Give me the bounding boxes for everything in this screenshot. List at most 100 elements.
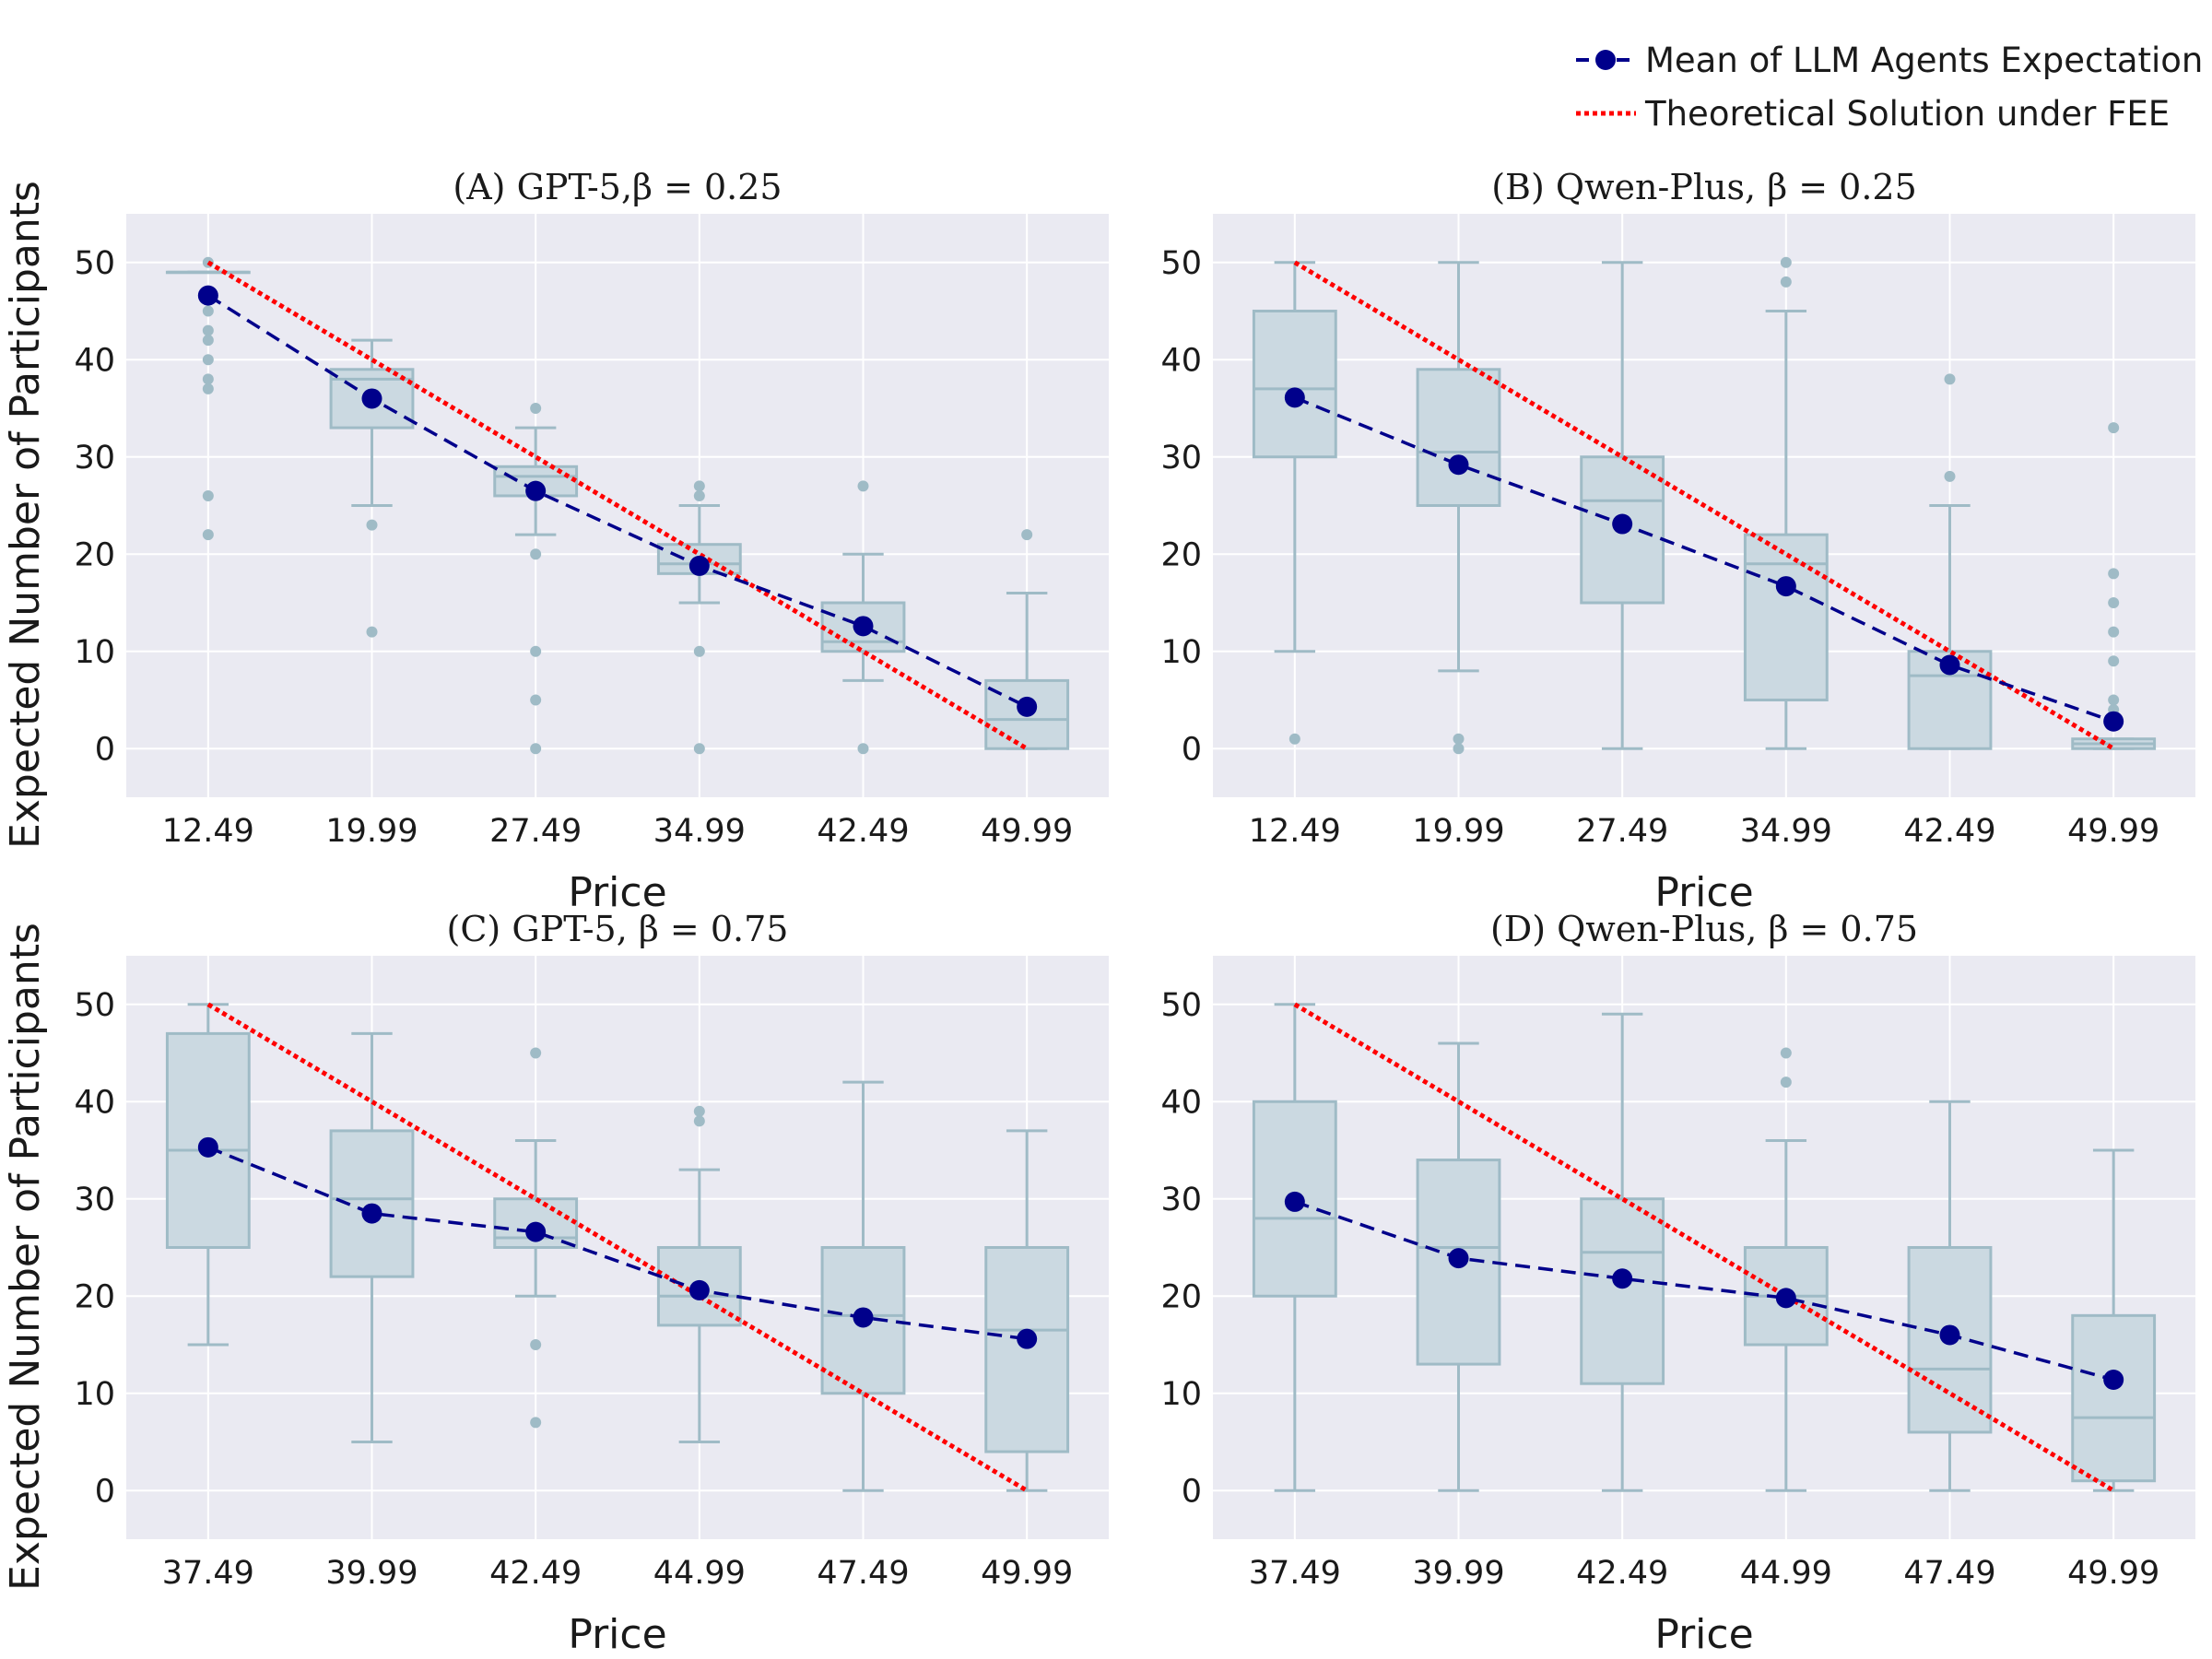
outlier-point: [202, 373, 214, 385]
mean-line: [206, 294, 1028, 709]
box-body: [1580, 1197, 1665, 1385]
x-tick-label: 12.49: [1249, 813, 1341, 850]
x-tick-label: 47.49: [817, 1555, 909, 1592]
y-tick-label: 20: [1160, 536, 1202, 573]
outlier-point: [693, 1105, 705, 1117]
y-tick-label: 30: [74, 440, 115, 477]
box-19.99: [1416, 261, 1501, 755]
outlier-point: [1021, 529, 1033, 541]
outlier-point: [202, 529, 214, 541]
outlier-point: [693, 743, 705, 755]
y-tick-label: 40: [1160, 1084, 1202, 1121]
outlier-point: [2108, 694, 2120, 706]
mean-point: [2103, 1369, 2124, 1390]
outlier-point: [530, 743, 542, 755]
outlier-point: [530, 1417, 542, 1429]
mean-point: [1448, 1248, 1469, 1269]
mean-point: [853, 1307, 874, 1328]
mean-point: [1939, 654, 1960, 676]
panel-title: (A) GPT-5,β = 0.25: [453, 167, 782, 207]
mean-point: [525, 480, 547, 501]
mean-line: [1294, 1200, 2114, 1382]
box-49.99: [984, 1129, 1070, 1492]
legend: Mean of LLM Agents Expectation Theoretic…: [1576, 41, 2203, 134]
outlier-point: [202, 382, 214, 394]
box-12.49: [1252, 261, 1337, 745]
y-tick-label: 40: [1160, 342, 1202, 379]
outlier-point: [2108, 655, 2120, 667]
mean-point: [361, 1203, 382, 1224]
outlier-point: [2108, 626, 2120, 638]
outlier-point: [1780, 1077, 1792, 1088]
outlier-point: [1453, 733, 1465, 745]
x-tick-label: 39.99: [325, 1555, 418, 1592]
legend-theory-label: Theoretical Solution under FEE: [1644, 94, 2170, 134]
outlier-point: [857, 480, 869, 492]
mean-point: [853, 616, 874, 637]
mean-point: [1017, 1328, 1038, 1349]
outlier-point: [1780, 256, 1792, 268]
x-tick-label: 19.99: [1412, 813, 1504, 850]
y-tick-label: 50: [1160, 245, 1202, 282]
legend-mean-marker-sample: [1595, 50, 1616, 70]
y-tick-label: 20: [1160, 1278, 1202, 1315]
box-49.99: [2071, 1148, 2157, 1492]
x-tick-label: 27.49: [1576, 813, 1668, 850]
outlier-point: [693, 645, 705, 657]
x-axis-label: Price: [568, 1611, 666, 1658]
outlier-point: [530, 645, 542, 657]
mean-point: [1939, 1324, 1960, 1346]
outlier-point: [202, 335, 214, 347]
x-tick-label: 42.49: [489, 1555, 582, 1592]
x-tick-label: 39.99: [1412, 1555, 1504, 1592]
box-body: [1416, 368, 1501, 507]
y-tick-label: 10: [1160, 634, 1202, 671]
y-tick-label: 20: [74, 1278, 115, 1315]
mean-point: [1284, 387, 1305, 408]
outlier-point: [693, 489, 705, 501]
outlier-point: [1780, 1047, 1792, 1059]
panel-title: (C) GPT-5, β = 0.75: [447, 909, 789, 949]
theory-line: [1293, 1002, 2115, 1493]
x-axis-label: Price: [568, 869, 666, 916]
outlier-point: [202, 324, 214, 336]
x-tick-label: 27.49: [489, 813, 582, 850]
mean-point: [1017, 696, 1038, 717]
mean-point: [197, 1136, 218, 1158]
x-tick-label: 49.99: [981, 813, 1073, 850]
mean-line: [1294, 395, 2114, 724]
outlier-point: [530, 694, 542, 706]
y-tick-label: 40: [74, 1084, 115, 1121]
y-tick-label: 10: [1160, 1376, 1202, 1413]
panel-4: 0 10 20 30 40 50 37.49 39.99 42.49 44.99 47.49 49.9…: [1160, 909, 2195, 1658]
outlier-point: [2108, 422, 2120, 434]
outlier-point: [530, 1339, 542, 1350]
panels: 0 10 20 30 40 50 12.49 19.99 27.49 34.99 42.49 49.9…: [2, 167, 2195, 1658]
panel-title: (D) Qwen-Plus, β = 0.75: [1490, 909, 1918, 949]
outlier-point: [2108, 597, 2120, 608]
y-tick-label: 10: [74, 634, 115, 671]
outlier-point: [693, 1115, 705, 1127]
box-body: [1252, 310, 1337, 459]
x-tick-label: 49.99: [981, 1555, 1073, 1592]
panel-3: 0 10 20 30 40 50 37.49 39.99 42.49 44.99 47.49 49.9…: [2, 909, 1109, 1658]
theory-line: [206, 260, 1029, 751]
y-axis-label: Expected Number of Participants: [2, 181, 49, 849]
mean-point: [1284, 1191, 1305, 1212]
outlier-point: [1453, 743, 1465, 755]
x-tick-label: 47.49: [1903, 1555, 1995, 1592]
x-axis-label: Price: [1654, 869, 1753, 916]
x-tick-label: 44.99: [1740, 1555, 1832, 1592]
box-42.49: [1580, 1012, 1665, 1492]
y-tick-label: 20: [74, 536, 115, 573]
y-tick-label: 0: [95, 731, 115, 768]
x-tick-label: 49.99: [2067, 1555, 2159, 1592]
x-tick-label: 12.49: [162, 813, 254, 850]
mean-point: [688, 1279, 710, 1300]
box-body: [1580, 455, 1665, 605]
outlier-point: [530, 548, 542, 560]
x-tick-label: 49.99: [2067, 813, 2159, 850]
outlier-point: [366, 519, 378, 531]
mean-point: [2103, 711, 2124, 732]
panel-1: 0 10 20 30 40 50 12.49 19.99 27.49 34.99 42.49 49.9…: [2, 167, 1109, 916]
